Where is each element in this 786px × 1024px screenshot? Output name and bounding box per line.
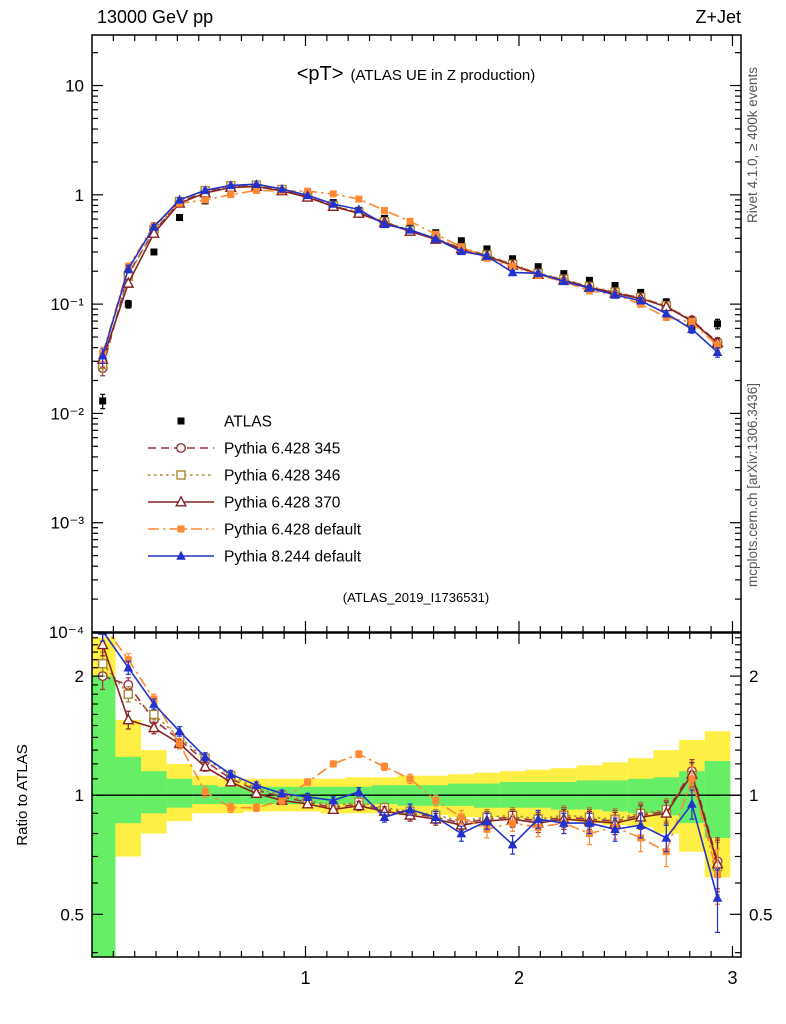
rivet-version-label: Rivet 4.1.0, ≥ 400k events	[745, 67, 760, 223]
xtick-2: 2	[514, 968, 524, 988]
legend-item-p346: Pythia 6.428 346	[148, 468, 340, 485]
series-p345-main	[97, 180, 723, 377]
series-p6def-main	[99, 186, 722, 363]
series-p346-main	[97, 180, 723, 373]
legend-label-atlas: ATLAS	[224, 414, 272, 431]
legend-label-p8def: Pythia 8.244 default	[224, 549, 362, 566]
axes: 10 1 10⁻¹ 10⁻² 10⁻³ 10⁻⁴ 1 2 3 2 2 1 1 0.5 0.5	[49, 34, 773, 988]
series-p370-main	[96, 179, 724, 368]
ytick-main-10⁻²: 10⁻²	[50, 404, 84, 423]
ytick-ratio-right-0.5: 0.5	[749, 905, 773, 924]
legend-item-atlas: ATLAS	[177, 414, 272, 431]
legend-label-p346: Pythia 6.428 346	[224, 468, 340, 485]
ytick-ratio-right-2: 2	[749, 667, 758, 686]
main-panel-frame	[91, 34, 742, 633]
plot-title: <pT> (ATLAS UE in Z production)	[297, 63, 536, 85]
ytick-main-10: 10	[65, 77, 84, 96]
header-beam-energy: 13000 GeV pp	[97, 7, 213, 27]
header-process: Z+Jet	[695, 7, 741, 27]
band-green	[92, 676, 731, 957]
ytick-main-1: 1	[75, 186, 84, 205]
legend-item-p345: Pythia 6.428 345	[148, 441, 340, 458]
ytick-ratio-right-1: 1	[749, 786, 758, 805]
analysis-id-watermark: (ATLAS_2019_I1736531)	[343, 590, 489, 605]
legend-label-p370: Pythia 6.428 370	[224, 495, 341, 512]
legend-label-p345: Pythia 6.428 345	[224, 441, 340, 458]
ytick-main-10⁻⁴: 10⁻⁴	[49, 623, 84, 642]
legend: ATLAS Pythia 6.428 345 Pythia 6.428 346 Pyt…	[148, 414, 362, 566]
legend-label-p6def: Pythia 6.428 default	[224, 522, 362, 539]
plot-title-analysis: (ATLAS UE in Z production)	[350, 67, 535, 84]
ytick-ratio-left-1: 1	[75, 786, 84, 805]
ratio-uncertainty-bands	[92, 637, 731, 957]
ytick-main-10⁻¹: 10⁻¹	[50, 295, 84, 314]
ratio-panel-series	[92, 633, 741, 934]
ytick-main-10⁻³: 10⁻³	[50, 514, 84, 533]
legend-item-p370: Pythia 6.428 370	[148, 495, 341, 512]
series-p8def-main	[97, 179, 723, 364]
ytick-ratio-left-2: 2	[75, 667, 84, 686]
xtick-1: 1	[300, 968, 310, 988]
legend-item-p6def: Pythia 6.428 default	[148, 522, 362, 539]
ratio-axis-label: Ratio to ATLAS	[14, 744, 31, 845]
plot-title-observable: <pT>	[297, 63, 344, 85]
legend-item-p8def: Pythia 8.244 default	[148, 549, 362, 566]
mcplots-arxiv-label: mcplots.cern.ch [arXiv:1306.3436]	[745, 383, 760, 587]
ytick-ratio-left-0.5: 0.5	[60, 905, 84, 924]
xtick-3: 3	[727, 968, 737, 988]
main-panel-series	[96, 179, 724, 410]
series-p8def-ratio	[97, 633, 723, 934]
